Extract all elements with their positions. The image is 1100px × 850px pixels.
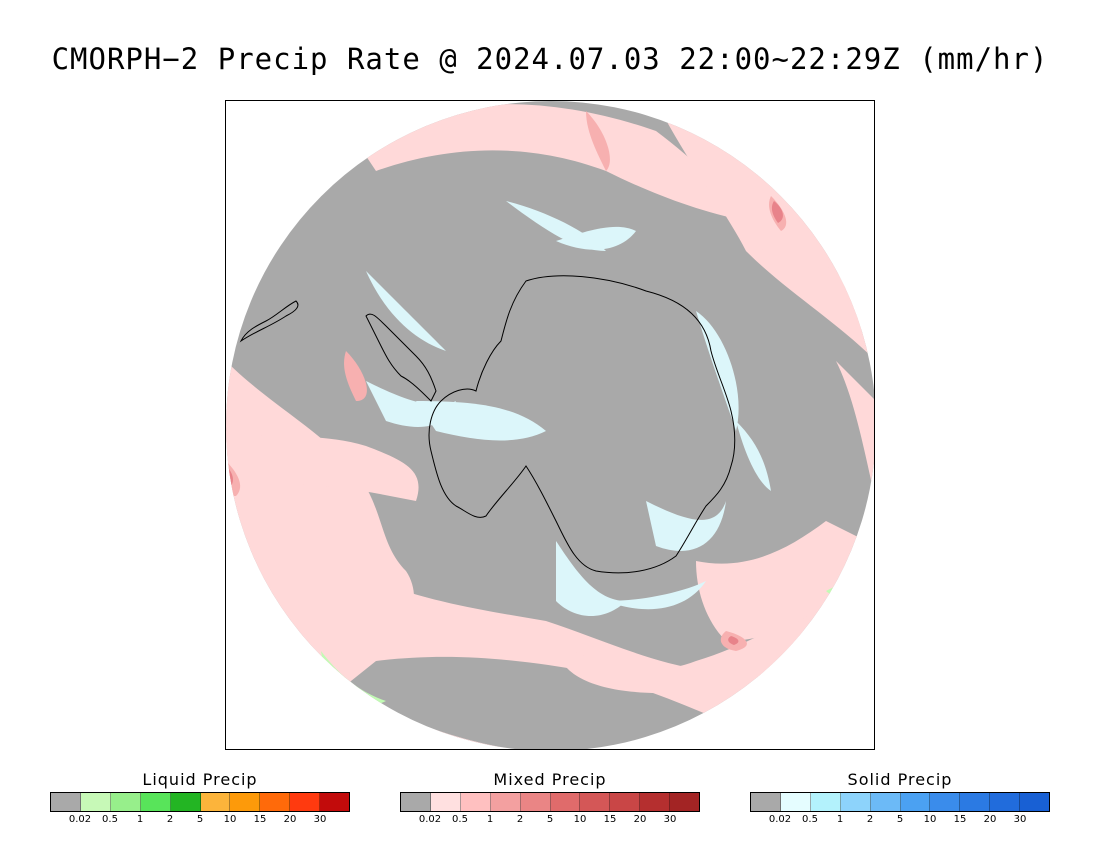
legend-tick-label: 15 xyxy=(603,814,617,825)
legend-swatch xyxy=(490,793,521,811)
legend-tick-label: 10 xyxy=(223,814,237,825)
antarctica-coastline xyxy=(428,275,736,574)
legend-ticks: 0.02 0.5 1 2 5 10 15 20 30 xyxy=(400,814,700,830)
legend-swatch xyxy=(810,793,841,811)
legend-swatch xyxy=(780,793,811,811)
antarctic-peninsula-coastline xyxy=(365,313,437,402)
legend-swatch xyxy=(610,793,641,811)
legend-swatch xyxy=(550,793,581,811)
map-frame xyxy=(225,100,875,750)
legend-tick-label: 15 xyxy=(953,814,967,825)
legend-liquid: Liquid Precip 0.02 0.5 1 2 5 10 15 20 30 xyxy=(50,770,350,830)
legend-title: Liquid Precip xyxy=(142,770,258,789)
legend-tick-label: 0.5 xyxy=(802,814,818,825)
legend-swatch xyxy=(230,793,261,811)
legend-swatch xyxy=(170,793,201,811)
legend-title: Solid Precip xyxy=(847,770,953,789)
legend-tick-label: 20 xyxy=(633,814,647,825)
legend-swatch xyxy=(520,793,551,811)
legend-tick-label: 10 xyxy=(923,814,937,825)
legend-swatch xyxy=(670,793,700,811)
legend-tick-label: 30 xyxy=(1013,814,1027,825)
legend-tick-label: 5 xyxy=(896,814,904,825)
legend-tick-label: 0.5 xyxy=(452,814,468,825)
legend-swatch xyxy=(751,793,781,811)
legend-swatch xyxy=(110,793,141,811)
legend-swatch xyxy=(870,793,901,811)
legend-swatch xyxy=(960,793,991,811)
legend-swatch xyxy=(260,793,291,811)
legend-swatch xyxy=(140,793,171,811)
legend-swatch xyxy=(1020,793,1050,811)
legend-tick-label: 0.5 xyxy=(102,814,118,825)
legend-swatch xyxy=(580,793,611,811)
legend-tick-label: 0.02 xyxy=(68,814,92,825)
legend-ticks: 0.02 0.5 1 2 5 10 15 20 30 xyxy=(750,814,1050,830)
legend-tick-label: 0.02 xyxy=(418,814,442,825)
legend-tick-label: 30 xyxy=(313,814,327,825)
legend-swatch xyxy=(80,793,111,811)
legend-color-bar xyxy=(750,792,1050,812)
legend-tick-label: 2 xyxy=(866,814,874,825)
legend-tick-label: 10 xyxy=(573,814,587,825)
legend-swatch xyxy=(401,793,431,811)
legend-tick-label: 1 xyxy=(836,814,844,825)
legend-tick-label: 0.02 xyxy=(768,814,792,825)
legend-tick-label: 2 xyxy=(166,814,174,825)
legend-swatch xyxy=(320,793,350,811)
legend-tick-label: 20 xyxy=(283,814,297,825)
map-disk xyxy=(226,101,874,749)
legend-tick-label: 5 xyxy=(546,814,554,825)
legend-color-bar xyxy=(50,792,350,812)
legend-title: Mixed Precip xyxy=(493,770,607,789)
legend-tick-label: 5 xyxy=(196,814,204,825)
legend-swatch xyxy=(200,793,231,811)
legend-mixed: Mixed Precip 0.02 0.5 1 2 5 10 15 20 30 xyxy=(400,770,700,830)
south-america-coastline xyxy=(239,300,299,343)
legend-tick-label: 1 xyxy=(136,814,144,825)
legend-swatch xyxy=(51,793,81,811)
legend-swatch xyxy=(290,793,321,811)
legend-tick-label: 20 xyxy=(983,814,997,825)
legend-color-bar xyxy=(400,792,700,812)
page-title: CMORPH−2 Precip Rate @ 2024.07.03 22:00~… xyxy=(51,42,1049,76)
legend-swatch xyxy=(430,793,461,811)
legend-tick-label: 1 xyxy=(486,814,494,825)
legend-tick-label: 15 xyxy=(253,814,267,825)
legend-swatch xyxy=(900,793,931,811)
legend-ticks: 0.02 0.5 1 2 5 10 15 20 30 xyxy=(50,814,350,830)
legend-swatch xyxy=(990,793,1021,811)
legend-swatch xyxy=(460,793,491,811)
legend-swatch xyxy=(840,793,871,811)
legend-tick-label: 30 xyxy=(663,814,677,825)
legend-swatch xyxy=(930,793,961,811)
legend-tick-label: 2 xyxy=(516,814,524,825)
precip-map xyxy=(226,101,874,749)
legend-swatch xyxy=(640,793,671,811)
legend-solid: Solid Precip 0.02 0.5 1 2 5 10 15 20 30 xyxy=(750,770,1050,830)
